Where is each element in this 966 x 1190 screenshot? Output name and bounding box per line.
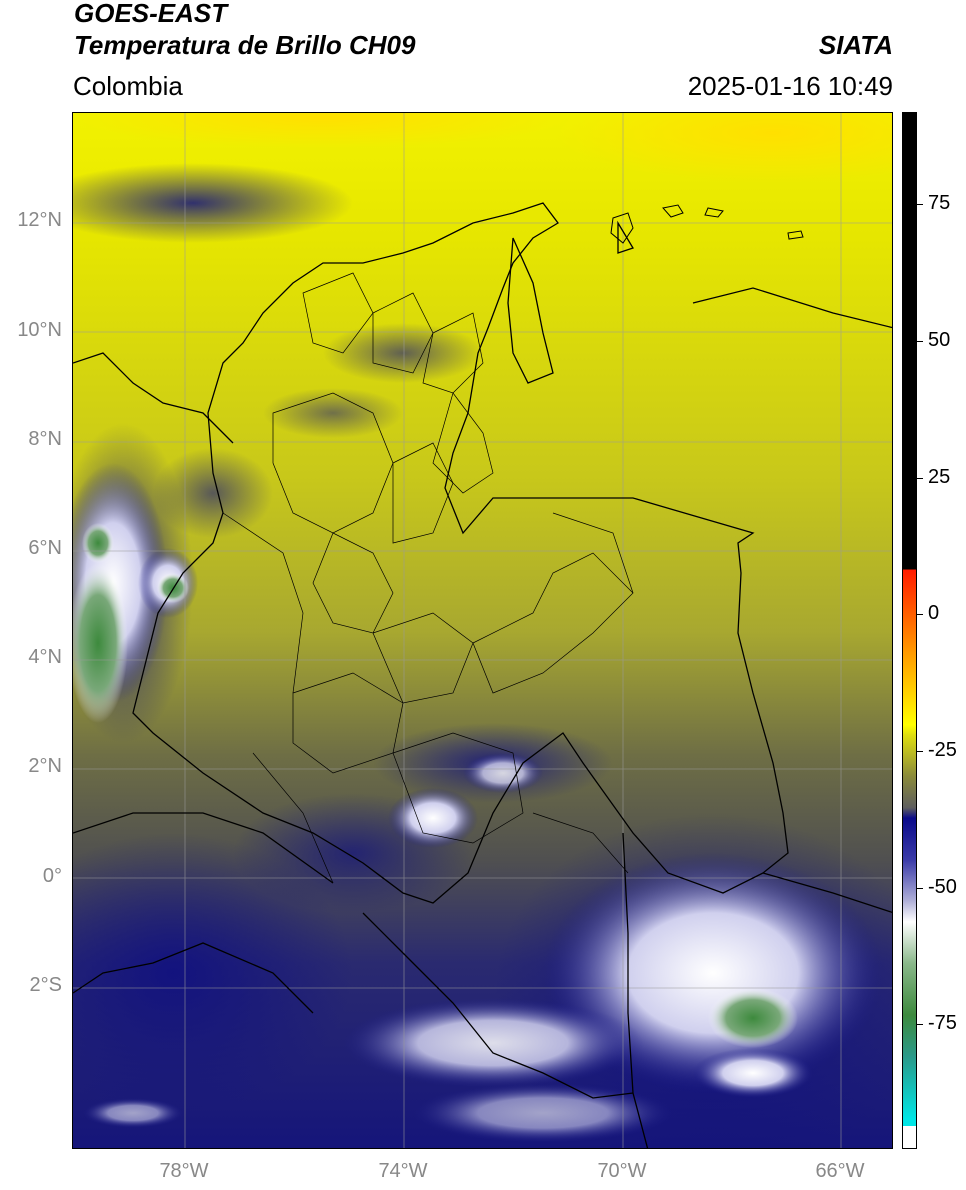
colorbar-label-minus25: -25	[928, 739, 957, 761]
colorbar-label-0: 0	[928, 602, 940, 624]
satellite-map[interactable]	[72, 112, 893, 1149]
colorbar-gradient	[903, 113, 916, 1148]
lat-label-10N: 10°N	[17, 319, 62, 341]
lat-label-8N: 8°N	[28, 428, 62, 450]
colorbar-tick	[917, 1024, 923, 1025]
lat-label-2S: 2°S	[29, 974, 62, 996]
satellite-title: GOES-EAST	[74, 0, 228, 28]
colorbar-label-minus50: -50	[928, 876, 957, 898]
islands	[610, 204, 804, 244]
colorbar-tick	[917, 204, 923, 205]
department-borders	[222, 272, 634, 884]
region-label: Colombia	[73, 71, 183, 101]
lat-label-2N: 2°N	[28, 755, 62, 777]
lat-label-12N: 12°N	[17, 209, 62, 231]
colorbar-tick	[917, 614, 923, 615]
colorbar-label-75: 75	[928, 192, 951, 214]
colorbar-tick	[917, 478, 923, 479]
product-title: Temperatura de Brillo CH09	[74, 30, 416, 60]
lon-label-70W: 70°W	[597, 1160, 647, 1182]
datetime-label: 2025-01-16 10:49	[687, 71, 893, 101]
colorbar-tick	[917, 888, 923, 889]
colorbar-label-50: 50	[928, 329, 951, 351]
lon-label-74W: 74°W	[378, 1160, 428, 1182]
colorbar-tick	[917, 341, 923, 342]
lat-label-4N: 4°N	[28, 646, 62, 668]
lat-label-0: 0°	[42, 865, 62, 887]
lon-label-78W: 78°W	[159, 1160, 209, 1182]
map-image	[73, 113, 892, 1148]
colorbar-label-minus75: -75	[928, 1012, 957, 1034]
colorbar-tick	[917, 751, 923, 752]
colorbar-label-25: 25	[928, 466, 951, 488]
lat-label-6N: 6°N	[28, 537, 62, 559]
source-label: SIATA	[818, 30, 893, 60]
colorbar	[902, 112, 917, 1149]
country-borders	[73, 202, 892, 1148]
lon-label-66W: 66°W	[815, 1160, 865, 1182]
